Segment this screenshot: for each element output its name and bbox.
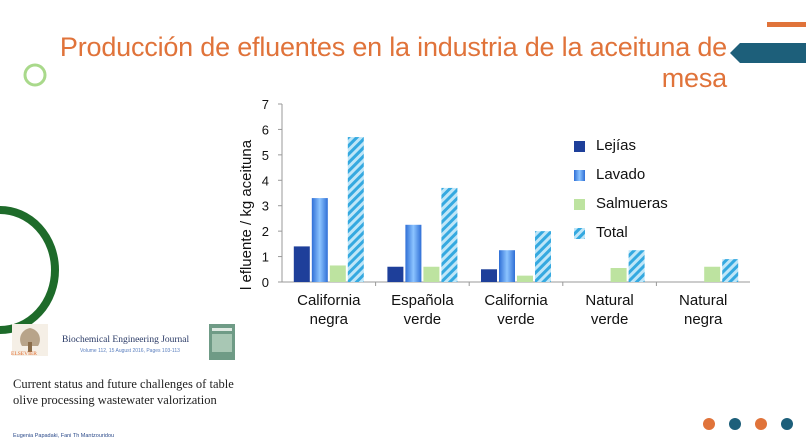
elsevier-wordmark: ELSEVIER	[11, 351, 37, 357]
bar-lavado-1	[405, 224, 422, 282]
legend-label-lejias: Lejías	[596, 137, 636, 154]
x-category-label: California	[297, 292, 361, 309]
bar-salmueras-1	[423, 266, 440, 282]
y-tick-label: 5	[262, 148, 269, 163]
bar-total-3	[628, 250, 645, 282]
slide-title: Producción de efluentes en la industria …	[52, 32, 727, 94]
journal-reference	[0, 318, 250, 445]
bar-lejias-2	[481, 269, 497, 282]
journal-volume: Volume 112, 15 August 2016, Pages 103-11…	[80, 348, 180, 354]
article-title: Current status and future challenges of …	[13, 377, 234, 407]
nav-dot-1	[703, 418, 715, 430]
bar-lavado-2	[499, 250, 515, 282]
bar-total-4	[722, 259, 739, 282]
x-category-label: verde	[497, 311, 535, 328]
green-ring-decoration	[23, 63, 47, 87]
bar-salmueras-3	[610, 268, 627, 282]
nav-dot-2	[729, 418, 741, 430]
bar-salmueras-0	[329, 265, 346, 282]
x-category-label: verde	[591, 311, 629, 328]
y-tick-label: 7	[262, 97, 269, 112]
bar-salmueras-4	[704, 266, 721, 282]
y-axis-title: l efluente / kg aceituna	[238, 139, 255, 290]
x-category-label: negra	[684, 311, 723, 328]
legend-label-lavado: Lavado	[596, 166, 645, 183]
x-category-label: Española	[391, 292, 454, 309]
legend-swatch-salmueras	[574, 199, 585, 210]
x-category-label: verde	[404, 311, 442, 328]
legend-swatch-lejias	[574, 141, 585, 152]
legend-label-total: Total	[596, 224, 628, 241]
elsevier-logo	[12, 324, 48, 356]
slide-title-line1: Producción de efluentes en la industria …	[59, 32, 727, 62]
y-tick-label: 0	[262, 275, 269, 290]
legend-swatch-lavado	[574, 170, 585, 181]
y-tick-label: 1	[262, 250, 269, 265]
nav-dot-3	[755, 418, 767, 430]
legend-swatch-total	[574, 228, 585, 239]
legend-label-salmueras: Salmueras	[596, 195, 668, 212]
bar-total-2	[535, 231, 551, 282]
x-category-label: Natural	[679, 292, 727, 309]
slide-title-line2: mesa	[661, 63, 727, 93]
x-category-label: California	[484, 292, 548, 309]
article-authors: Eugenia Papadaki, Fani Th Mantzouridou	[13, 433, 115, 439]
x-category-label: Natural	[585, 292, 633, 309]
bar-salmueras-2	[517, 275, 533, 282]
bar-total-0	[347, 137, 364, 282]
journal-cover-thumbnail	[209, 324, 235, 360]
green-arc-decoration	[0, 206, 59, 334]
y-tick-label: 2	[262, 224, 269, 239]
bar-lejias-1	[387, 266, 404, 282]
title-teal-arrow	[730, 43, 806, 63]
chart-axes: 0 1 2 3 4 5 6 7 l efluente / kg aceituna	[238, 97, 750, 290]
chart-bars	[293, 137, 739, 282]
y-tick-label: 6	[262, 122, 269, 137]
y-tick-label: 4	[262, 173, 269, 188]
chart-x-labels: California negra Española verde California ve…	[297, 292, 727, 328]
top-right-orange-bar	[767, 22, 806, 27]
bar-lejias-0	[293, 246, 310, 282]
bar-total-1	[441, 187, 458, 282]
x-category-label: negra	[310, 311, 349, 328]
journal-name: Biochemical Engineering Journal	[62, 335, 190, 345]
nav-dot-4	[781, 418, 793, 430]
y-tick-label: 3	[262, 199, 269, 214]
chart-legend: Lejías Lavado Salmueras Total	[574, 137, 668, 241]
bar-lavado-0	[311, 198, 328, 282]
